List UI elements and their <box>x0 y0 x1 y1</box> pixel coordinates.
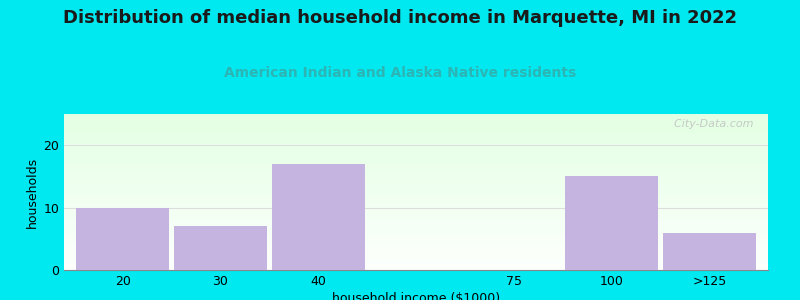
Y-axis label: households: households <box>26 156 39 228</box>
Text: Distribution of median household income in Marquette, MI in 2022: Distribution of median household income … <box>63 9 737 27</box>
Bar <box>76 208 169 270</box>
X-axis label: household income ($1000): household income ($1000) <box>332 292 500 300</box>
Bar <box>663 232 756 270</box>
Bar <box>272 164 365 270</box>
Text: American Indian and Alaska Native residents: American Indian and Alaska Native reside… <box>224 66 576 80</box>
Bar <box>174 226 267 270</box>
Text: City-Data.com: City-Data.com <box>667 119 754 129</box>
Bar <box>565 176 658 270</box>
